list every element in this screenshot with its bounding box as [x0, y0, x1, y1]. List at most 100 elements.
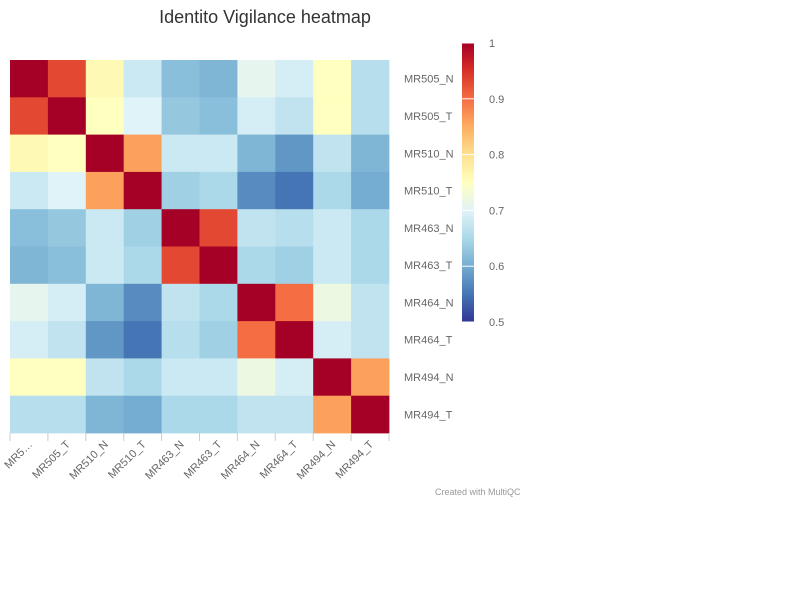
- heatmap-cell: [237, 358, 276, 397]
- heatmap-cell: [199, 395, 238, 434]
- heatmap-cell: [161, 134, 200, 173]
- heatmap-cell: [199, 134, 238, 173]
- heatmap-cell: [237, 283, 276, 322]
- heatmap-cell: [351, 97, 390, 135]
- heatmap-cell: [161, 246, 200, 285]
- heatmap-cell: [275, 209, 314, 247]
- heatmap-cell: [123, 60, 162, 98]
- heatmap-cell: [10, 321, 49, 359]
- y-axis-labels: MR505_N MR505_T MR510_N MR510_T MR463_N MR463…: [404, 74, 454, 422]
- heatmap-cell: [275, 171, 314, 210]
- y-tick-label: MR510_T: [404, 186, 453, 198]
- colorbar-tick-label: 0.5: [489, 317, 504, 329]
- heatmap-cell: [10, 60, 49, 98]
- heatmap-cell: [351, 209, 390, 247]
- heatmap-cell: [237, 395, 276, 434]
- y-tick-label: MR463_T: [404, 260, 453, 272]
- heatmap-cell: [47, 358, 87, 397]
- heatmap-cell: [275, 321, 314, 359]
- heatmap-cell: [123, 209, 162, 247]
- colorbar-tick-label: 0.8: [489, 150, 504, 162]
- x-tick-label: MR505_T: [30, 438, 73, 481]
- colorbar-tick-label: 1: [489, 38, 495, 50]
- heatmap-cell: [123, 171, 162, 210]
- heatmap-cell: [161, 395, 200, 434]
- heatmap-cell: [199, 97, 238, 135]
- heatmap-cell: [85, 321, 125, 359]
- heatmap-cell: [47, 395, 87, 434]
- x-tick-label: MR464_T: [258, 438, 301, 481]
- y-tick-label: MR510_N: [404, 148, 454, 160]
- heatmap-cell: [161, 60, 200, 98]
- heatmap-cell: [123, 395, 162, 434]
- heatmap-cell: [10, 209, 49, 247]
- x-tick-label: MR510_N: [67, 439, 111, 483]
- heatmap-cell: [313, 97, 352, 135]
- y-tick-label: MR463_N: [404, 223, 454, 235]
- heatmap-cell: [275, 97, 314, 135]
- heatmap-cell: [199, 283, 238, 322]
- heatmap-cells: [10, 60, 390, 434]
- heatmap-cell: [313, 283, 352, 322]
- heatmap-cell: [161, 171, 200, 210]
- heatmap-cell: [10, 283, 49, 322]
- heatmap-cell: [10, 97, 49, 135]
- heatmap-cell: [313, 60, 352, 98]
- x-tick-label: MR494_N: [295, 439, 339, 483]
- heatmap-cell: [351, 60, 390, 98]
- heatmap-cell: [161, 209, 200, 247]
- heatmap-cell: [199, 321, 238, 359]
- heatmap-cell: [351, 246, 390, 285]
- heatmap-cell: [85, 209, 125, 247]
- heatmap-cell: [275, 134, 314, 173]
- x-tick-label: MR464_N: [219, 439, 263, 483]
- heatmap-cell: [47, 60, 87, 98]
- heatmap-cell: [10, 134, 49, 173]
- heatmap-cell: [10, 246, 49, 285]
- heatmap-cell: [313, 358, 352, 397]
- heatmap-cell: [275, 358, 314, 397]
- colorbar-tick-label: 0.7: [489, 205, 504, 217]
- heatmap-cell: [161, 97, 200, 135]
- heatmap-cell: [47, 246, 87, 285]
- heatmap-cell: [123, 97, 162, 135]
- heatmap-cell: [161, 321, 200, 359]
- heatmap-cell: [85, 246, 125, 285]
- heatmap-cell: [237, 246, 276, 285]
- x-tick-label: MR510_T: [106, 438, 149, 481]
- heatmap-cell: [85, 97, 125, 135]
- heatmap-cell: [351, 134, 390, 173]
- heatmap-cell: [275, 246, 314, 285]
- heatmap-cell: [123, 134, 162, 173]
- heatmap-cell: [313, 171, 352, 210]
- heatmap-cell: [351, 171, 390, 210]
- heatmap-cell: [237, 209, 276, 247]
- heatmap-cell: [85, 134, 125, 173]
- x-tick-label: MR5…: [2, 439, 35, 472]
- y-tick-label: MR464_N: [404, 297, 454, 309]
- heatmap-cell: [237, 97, 276, 135]
- heatmap-cell: [199, 171, 238, 210]
- heatmap-cell: [161, 283, 200, 322]
- colorbar-tick-label: 0.6: [489, 261, 504, 273]
- x-tick-label: MR463_N: [143, 439, 187, 483]
- heatmap-cell: [199, 246, 238, 285]
- heatmap-cell: [123, 246, 162, 285]
- multiqc-credit: Created with MultiQC: [435, 487, 521, 497]
- heatmap-cell: [275, 395, 314, 434]
- heatmap-cell: [47, 209, 87, 247]
- heatmap-cell: [199, 209, 238, 247]
- heatmap-cell: [313, 395, 352, 434]
- colorbar-gradient: [462, 43, 474, 322]
- heatmap-cell: [237, 171, 276, 210]
- heatmap-cell: [199, 60, 238, 98]
- y-tick-label: MR464_T: [404, 335, 453, 347]
- heatmap-cell: [313, 321, 352, 359]
- heatmap-cell: [275, 283, 314, 322]
- x-tick-label: MR494_T: [333, 438, 376, 481]
- heatmap-cell: [47, 134, 87, 173]
- heatmap-cell: [10, 395, 49, 434]
- x-axis-labels: MR5…MR505_TMR510_NMR510_TMR463_NMR463_TM…: [2, 433, 390, 483]
- chart-title: Identito Vigilance heatmap: [159, 7, 371, 27]
